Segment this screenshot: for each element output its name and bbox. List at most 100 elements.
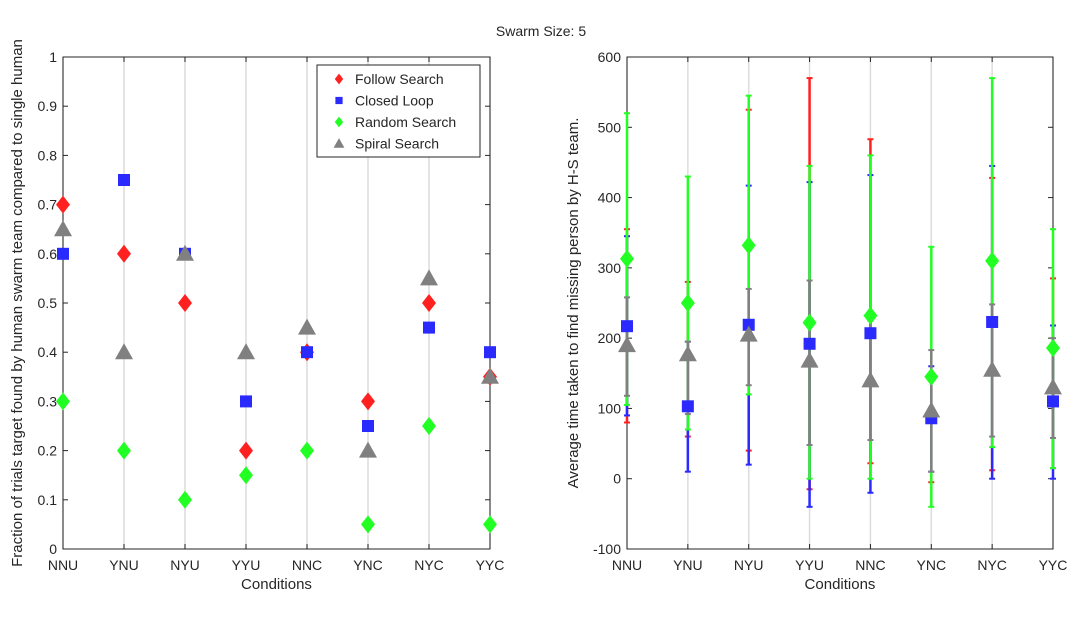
figure-title: Swarm Size: 5 [496,23,586,39]
legend-label-closed-loop: Closed Loop [355,93,434,109]
point-random-search-yyc [1046,338,1060,357]
y-axis-label: Average time taken to find missing perso… [565,118,582,489]
y-tick-label: 0.5 [38,295,58,311]
point-random-search-yyc [483,515,497,534]
point-closed-loop-nyc [423,321,435,334]
point-spiral-search-ynu [678,345,697,362]
point-spiral-search-yyu [237,343,255,360]
point-closed-loop-yyc [1047,395,1059,408]
point-closed-loop-nnc [301,346,313,359]
x-tick-label-nnu: NNU [48,557,78,573]
point-random-search-nnu [620,249,634,268]
point-closed-loop-yyu [240,395,252,408]
y-tick-label: 0.3 [38,393,58,409]
right-chart: -100 0 100 200 300 400 500 600 NNU YNU NYU YYU NNC YN… [565,49,1067,593]
x-axis-label: Conditions [805,576,876,593]
x-tick-label-nyu: NYU [170,557,200,573]
point-random-search-nyc [985,251,1000,270]
x-tick-label-ync: YNC [917,557,947,573]
point-random-search-nyu [741,236,756,255]
point-random-search-nyu [178,490,192,509]
point-closed-loop-ynu [681,400,694,413]
point-follow-search-nyc [422,294,436,312]
y-tick-label: 0.8 [38,147,58,163]
point-follow-search-ync [361,392,375,411]
point-follow-search-nyu [178,294,192,312]
point-spiral-search-yyu [800,351,819,368]
x-tick-label-ync: YNC [353,557,383,573]
x-tick-label-yyu: YYU [795,557,824,573]
point-random-search-nnc [300,441,314,460]
y-tick-label: 0 [613,471,621,487]
y-tick-label: 0.4 [38,344,58,360]
point-follow-search-ynu [117,244,131,263]
legend-marker-random-search [334,116,344,128]
y-tick-label: 400 [598,190,622,206]
legend-marker-spiral-search [333,138,345,148]
legend-label-random-search: Random Search [355,114,456,130]
point-spiral-search-nyu [739,325,758,342]
point-closed-loop-ync [362,420,374,432]
x-tick-label-nnc: NNC [855,557,885,573]
point-random-search-ync [361,515,375,534]
legend-box [316,64,481,158]
x-tick-label-nyc: NYC [977,557,1007,573]
x-tick-label-yyc: YYC [476,557,505,573]
x-tick-label-nnc: NNC [292,557,322,573]
y-tick-label: 100 [598,400,622,416]
legend-label-follow-search: Follow Search [355,71,444,87]
y-tick-label: 0.7 [38,197,58,213]
y-tick-label: 0.1 [38,492,58,508]
point-spiral-search-nnc [861,371,880,388]
y-tick-label: 0.9 [38,98,58,114]
point-closed-loop-nnu [621,320,633,333]
point-closed-loop-yyc [484,346,496,359]
x-tick-label-yyu: YYU [232,557,261,573]
x-tick-label-ynu: YNU [109,557,139,573]
left-chart: 0 0.1 0.2 0.3 0.4 0.5 0.6 0.7 0.8 0.9 1 NNU YNU NYU YY… [9,39,504,593]
legend-marker-follow-search [334,73,344,85]
point-spiral-search-ync [922,401,941,418]
point-closed-loop-nnu [57,247,69,260]
point-random-search-ync [924,367,939,386]
x-tick-label-nyc: NYC [414,557,444,573]
point-closed-loop-nyc [986,315,999,328]
point-spiral-search-nyc [983,360,1002,377]
y-tick-label: 300 [598,260,622,276]
point-closed-loop-ynu [118,174,130,186]
point-random-search-nyc [422,417,436,435]
y-tick-label: 0 [49,541,57,557]
point-follow-search-nnu [56,195,70,214]
point-closed-loop-nnc [864,327,877,340]
y-tick-label: 0.6 [38,246,58,262]
point-spiral-search-ynu [115,343,133,360]
point-spiral-search-nnc [298,318,316,335]
point-random-search-ynu [117,441,131,460]
x-tick-label-nyu: NYU [734,557,764,573]
y-tick-label: 200 [598,330,622,346]
point-spiral-search-nyu [176,244,194,261]
y-axis-label: Fraction of trials target found by human… [9,39,26,567]
point-closed-loop-nyu [742,318,755,331]
point-spiral-search-ync [359,441,377,458]
y-tick-label: -100 [593,541,621,557]
point-random-search-ynu [680,294,695,312]
point-follow-search-yyu [239,441,253,460]
y-tick-label: 600 [598,49,622,65]
point-spiral-search-nnu [54,220,72,237]
point-spiral-search-nyc [420,269,438,286]
point-random-search-nnc [863,306,878,325]
x-tick-label-yyc: YYC [1039,557,1068,573]
point-spiral-search-yyc [1044,378,1062,395]
point-spiral-search-nnu [618,336,636,353]
y-tick-label: 500 [598,119,622,135]
y-tick-label: 1 [49,49,57,65]
point-closed-loop-yyu [803,337,816,350]
point-random-search-nnu [56,392,70,411]
point-spiral-search-yyc [481,367,499,384]
legend-label-spiral-search: Spiral Search [355,136,439,152]
point-random-search-yyu [802,313,817,332]
point-random-search-yyu [239,466,253,485]
